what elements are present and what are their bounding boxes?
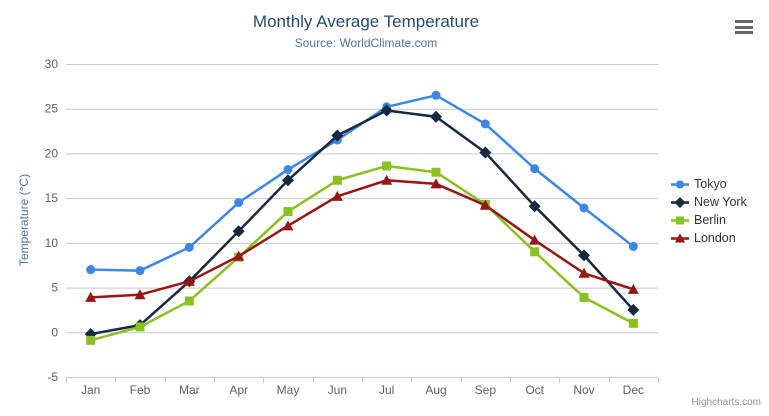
- y-axis-label: 5: [51, 281, 58, 295]
- data-point-london-Mar[interactable]: [183, 275, 195, 286]
- legend-label: Berlin: [694, 213, 726, 227]
- data-point-tokyo-Aug[interactable]: [431, 90, 441, 100]
- legend-marker: [676, 180, 684, 188]
- data-point-london-Jun[interactable]: [331, 190, 343, 201]
- data-point-new-york-Apr[interactable]: [232, 225, 245, 238]
- series-london: [85, 174, 639, 302]
- y-axis-label: 15: [45, 191, 59, 205]
- data-point-new-york-May[interactable]: [282, 174, 294, 187]
- series-new-york: [84, 104, 640, 341]
- data-point-berlin-Jul[interactable]: [382, 161, 392, 171]
- legend-marker-circle-icon: [671, 180, 689, 188]
- series-line-new-york[interactable]: [89, 109, 635, 336]
- x-axis-label: Feb: [130, 383, 151, 397]
- series-line-berlin[interactable]: [89, 164, 635, 342]
- x-axis-label: Dec: [623, 383, 644, 397]
- data-point-new-york-Dec[interactable]: [627, 303, 640, 316]
- x-axis-label: May: [277, 383, 300, 397]
- legend-marker-triangle-icon: [671, 233, 689, 242]
- data-point-new-york-Jul[interactable]: [380, 104, 393, 117]
- data-point-london-Feb[interactable]: [134, 289, 146, 300]
- series-line-london[interactable]: [89, 179, 635, 299]
- data-point-tokyo-May[interactable]: [283, 165, 293, 175]
- data-point-london-Dec[interactable]: [627, 283, 639, 294]
- legend-label: Tokyo: [694, 177, 727, 191]
- x-axis-label: Aug: [425, 383, 446, 397]
- legend-marker-diamond-icon: [671, 196, 689, 208]
- data-point-london-May[interactable]: [282, 220, 294, 231]
- data-point-berlin-Feb[interactable]: [135, 322, 145, 332]
- legend-item-new-york[interactable]: New York: [671, 195, 747, 209]
- data-point-london-Nov[interactable]: [578, 267, 590, 278]
- menu-bar: [735, 31, 753, 34]
- data-point-tokyo-Mar[interactable]: [184, 242, 194, 252]
- y-axis-label: 0: [51, 325, 58, 339]
- legend-marker: [676, 216, 684, 224]
- x-axis-label: Jun: [328, 383, 347, 397]
- data-point-tokyo-Jan[interactable]: [86, 265, 96, 275]
- x-axis-label: Mar: [179, 383, 200, 397]
- data-point-tokyo-Nov[interactable]: [579, 203, 589, 213]
- menu-bar: [735, 20, 753, 23]
- legend-marker-square-icon: [671, 216, 689, 224]
- y-axis-label: 20: [45, 146, 59, 160]
- data-point-berlin-Nov[interactable]: [579, 292, 589, 302]
- series-line-tokyo[interactable]: [89, 94, 635, 272]
- hamburger-menu-icon[interactable]: [735, 20, 753, 34]
- y-axis-label: 25: [45, 102, 59, 116]
- legend-item-tokyo[interactable]: Tokyo: [671, 177, 747, 191]
- legend: Tokyo New York Berlin London: [671, 177, 747, 245]
- data-point-berlin-Jan[interactable]: [86, 335, 96, 345]
- data-point-new-york-Sep[interactable]: [479, 146, 492, 159]
- data-point-new-york-Jun[interactable]: [331, 129, 344, 142]
- y-axis-label: -5: [47, 370, 58, 384]
- data-point-tokyo-Apr[interactable]: [234, 198, 244, 208]
- chart-title: Monthly Average Temperature: [252, 12, 480, 31]
- data-point-tokyo-Oct[interactable]: [530, 164, 540, 174]
- legend-label: London: [694, 231, 736, 245]
- x-axis-label: Nov: [573, 383, 594, 397]
- legend-item-berlin[interactable]: Berlin: [671, 213, 747, 227]
- data-point-tokyo-Dec[interactable]: [628, 241, 638, 251]
- data-point-new-york-Nov[interactable]: [578, 249, 590, 262]
- series-tokyo: [86, 90, 638, 276]
- data-point-london-Aug[interactable]: [430, 178, 442, 189]
- y-axis-label: 10: [45, 236, 59, 250]
- x-axis-label: Jul: [379, 383, 394, 397]
- x-axis-label: Sep: [475, 383, 497, 397]
- menu-bar: [735, 25, 753, 29]
- x-axis-label: Jan: [81, 383, 100, 397]
- data-point-london-Jan[interactable]: [85, 291, 97, 302]
- data-point-new-york-Oct[interactable]: [528, 200, 541, 213]
- data-point-berlin-Dec[interactable]: [628, 318, 638, 328]
- credits-link[interactable]: Highcharts.com: [691, 397, 761, 408]
- data-point-berlin-Jun[interactable]: [332, 175, 342, 185]
- data-point-berlin-Aug[interactable]: [431, 167, 441, 177]
- legend-item-london[interactable]: London: [671, 231, 747, 245]
- y-axis-label: 30: [45, 57, 59, 71]
- data-point-london-Jul[interactable]: [381, 174, 393, 185]
- data-point-london-Sep[interactable]: [479, 199, 491, 210]
- chart-subtitle: Source: WorldClimate.com: [294, 36, 438, 50]
- x-axis-label: Apr: [229, 383, 248, 397]
- data-point-new-york-Aug[interactable]: [430, 110, 442, 123]
- legend-marker: [675, 233, 685, 242]
- data-point-london-Oct[interactable]: [529, 234, 541, 245]
- x-axis-label: Oct: [525, 383, 544, 397]
- data-point-london-Apr[interactable]: [233, 250, 245, 261]
- legend-label: New York: [694, 195, 747, 209]
- legend-marker: [674, 196, 686, 208]
- data-point-berlin-Oct[interactable]: [530, 247, 540, 257]
- data-point-berlin-May[interactable]: [283, 207, 293, 217]
- data-point-tokyo-Feb[interactable]: [135, 266, 145, 276]
- data-point-berlin-Mar[interactable]: [184, 296, 194, 306]
- data-point-tokyo-Sep[interactable]: [480, 119, 490, 129]
